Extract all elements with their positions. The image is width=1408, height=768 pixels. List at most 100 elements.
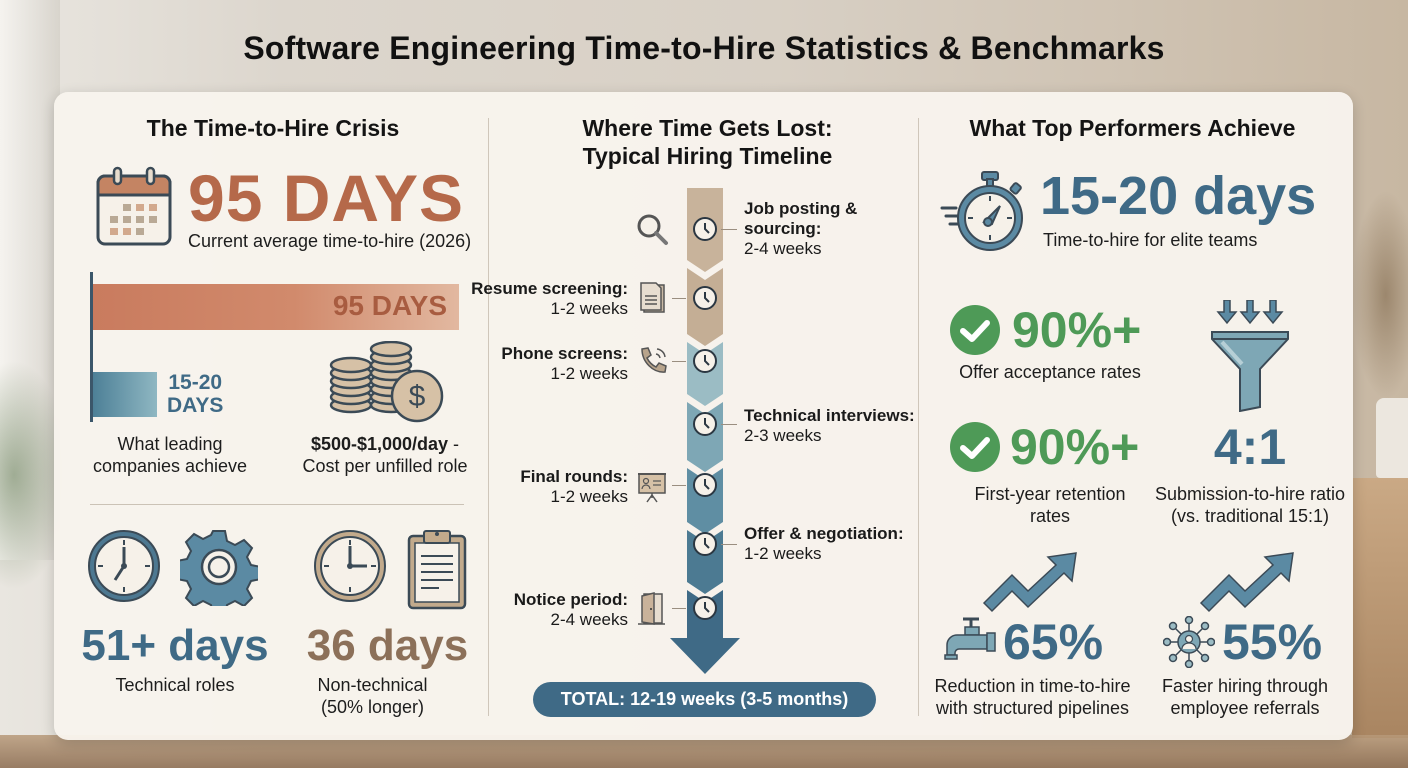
timeline-connector bbox=[672, 298, 686, 299]
step-duration: 1-2 weeks bbox=[744, 544, 822, 563]
background-dried-grass bbox=[1352, 190, 1408, 400]
check-circle-icon bbox=[950, 422, 1000, 472]
bar-chart-axis bbox=[90, 272, 93, 422]
retention-value: 90%+ bbox=[1010, 419, 1140, 475]
timeline-connector bbox=[721, 424, 737, 425]
infographic-title: Software Engineering Time-to-Hire Statis… bbox=[243, 30, 1165, 66]
step-name: Final rounds: bbox=[520, 467, 628, 486]
title-line: Where Time Gets Lost: bbox=[582, 115, 833, 141]
caption-line: Submission-to-hire ratio bbox=[1154, 484, 1346, 504]
cost-line-1: $500-$1,000/day - bbox=[290, 433, 480, 455]
caption-line: (vs. traditional 15:1) bbox=[1170, 506, 1330, 526]
column-divider bbox=[488, 118, 489, 716]
magnifier-icon bbox=[637, 214, 668, 245]
elite-time-to-hire-caption: Time-to-hire for elite teams bbox=[1043, 230, 1258, 250]
submission-ratio-value: 4:1 bbox=[1213, 419, 1287, 475]
timeline-connector bbox=[672, 608, 686, 609]
bar-15-20-days bbox=[93, 372, 157, 417]
section-divider bbox=[90, 504, 464, 505]
cost-per-unfilled-role: $500-$1,000/day - Cost per unfilled role bbox=[290, 433, 480, 477]
bar-95-days-label: 95 DAYS bbox=[332, 290, 447, 321]
technical-roles-value: 51+ days bbox=[81, 621, 269, 670]
step-duration: 2-4 weeks bbox=[744, 239, 822, 258]
clipboard-icon bbox=[407, 530, 467, 610]
step-name: Resume screening: bbox=[471, 279, 628, 298]
leading-companies-caption: What leading companies achieve bbox=[80, 433, 260, 477]
average-time-to-hire-caption: Current average time-to-hire (2026) bbox=[188, 231, 472, 251]
gear-icon bbox=[180, 530, 258, 606]
caption-line: First-year retention bbox=[974, 484, 1126, 504]
average-time-to-hire-value: 95 DAYS bbox=[188, 161, 465, 235]
pipelines-reduction-caption: Reduction in time-to-hire with structure… bbox=[930, 675, 1135, 719]
step-name: Technical interviews: bbox=[744, 406, 915, 425]
clock-icon bbox=[88, 530, 160, 602]
non-technical-caption: Non-technical (50% longer) bbox=[285, 674, 460, 718]
timeline-connector bbox=[721, 544, 737, 545]
step-duration: 1-2 weeks bbox=[550, 487, 628, 506]
caption-line: Non-technical bbox=[317, 675, 428, 695]
step-duration: 2-3 weeks bbox=[744, 426, 822, 445]
offer-acceptance-value: 90%+ bbox=[1012, 302, 1142, 358]
trend-up-arrow-icon bbox=[1199, 552, 1294, 613]
referrals-caption: Faster hiring through employee referrals bbox=[1145, 675, 1345, 719]
submission-ratio-caption: Submission-to-hire ratio (vs. traditiona… bbox=[1150, 483, 1350, 527]
timeline-connector bbox=[721, 229, 737, 230]
caption-line: (50% longer) bbox=[320, 697, 425, 717]
clock-icon bbox=[314, 530, 386, 602]
caption-line: Reduction in time-to-hire bbox=[934, 676, 1131, 696]
faucet-icon bbox=[944, 617, 996, 660]
calendar-icon bbox=[96, 166, 172, 246]
background-vase bbox=[1376, 398, 1408, 478]
timeline-connector bbox=[672, 485, 686, 486]
section-title: What Top Performers Achieve bbox=[969, 115, 1296, 141]
timeline-step-offer-negotiation: Offer & negotiation: 1-2 weeks bbox=[744, 524, 919, 564]
column-divider bbox=[918, 118, 919, 716]
phone-icon bbox=[641, 347, 667, 373]
caption-line: Faster hiring through bbox=[1161, 676, 1329, 696]
presentation-board-icon bbox=[638, 473, 666, 503]
trend-up-arrow-icon bbox=[982, 552, 1077, 613]
caption-line: What leading bbox=[117, 434, 223, 454]
cost-value: $500-$1,000/day bbox=[310, 434, 449, 454]
timeline-step-final-rounds: Final rounds: 1-2 weeks bbox=[470, 467, 628, 507]
step-duration: 1-2 weeks bbox=[550, 299, 628, 318]
step-name: Offer & negotiation: bbox=[744, 524, 904, 543]
bar-label-line: 15-20 bbox=[168, 371, 223, 394]
step-name: sourcing: bbox=[744, 219, 822, 238]
caption-line: employee referrals bbox=[1170, 698, 1320, 718]
bar-15-20-days-label: 15-20 DAYS bbox=[167, 371, 223, 417]
network-person-icon bbox=[1163, 616, 1215, 668]
timeline-step-phone-screens: Phone screens: 1-2 weeks bbox=[470, 344, 628, 384]
technical-roles-caption: Technical roles bbox=[115, 675, 235, 695]
door-icon bbox=[638, 592, 665, 625]
step-name: Phone screens: bbox=[501, 344, 628, 363]
caption-line: companies achieve bbox=[92, 456, 248, 476]
timeline-step-notice-period: Notice period: 2-4 weeks bbox=[470, 590, 628, 630]
cost-suffix: - bbox=[448, 434, 460, 454]
timeline-arrow bbox=[670, 188, 740, 674]
pipelines-reduction-value: 65% bbox=[1003, 614, 1104, 670]
timeline-step-job-posting: Job posting & sourcing: 2-4 weeks bbox=[744, 199, 904, 259]
section-title: Where Time Gets Lost: Typical Hiring Tim… bbox=[520, 114, 895, 170]
offer-acceptance-caption: Offer acceptance rates bbox=[959, 362, 1141, 382]
funnel-icon bbox=[1211, 300, 1289, 412]
timeline-connector bbox=[672, 361, 686, 362]
step-duration: 1-2 weeks bbox=[550, 364, 628, 383]
document-icon bbox=[640, 282, 665, 313]
caption-line: rates bbox=[1029, 506, 1071, 526]
bar-label-line: DAYS bbox=[167, 394, 224, 417]
non-technical-value: 36 days bbox=[306, 621, 469, 670]
caption-line: with structured pipelines bbox=[935, 698, 1130, 718]
coins-dollar-icon: $ bbox=[329, 341, 444, 423]
referrals-value: 55% bbox=[1222, 614, 1323, 670]
timeline-step-technical-interviews: Technical interviews: 2-3 weeks bbox=[744, 406, 919, 446]
timeline-step-resume-screening: Resume screening: 1-2 weeks bbox=[470, 279, 628, 319]
background-shelf bbox=[1352, 478, 1408, 738]
section-title: The Time-to-Hire Crisis bbox=[146, 115, 400, 141]
cost-caption: Cost per unfilled role bbox=[302, 456, 468, 476]
timeline-total-badge: TOTAL: 12-19 weeks (3-5 months) bbox=[533, 682, 876, 717]
svg-text:$: $ bbox=[409, 380, 426, 413]
title-line: Typical Hiring Timeline bbox=[582, 143, 833, 169]
retention-caption: First-year retention rates bbox=[940, 483, 1160, 527]
step-duration: 2-4 weeks bbox=[550, 610, 628, 629]
